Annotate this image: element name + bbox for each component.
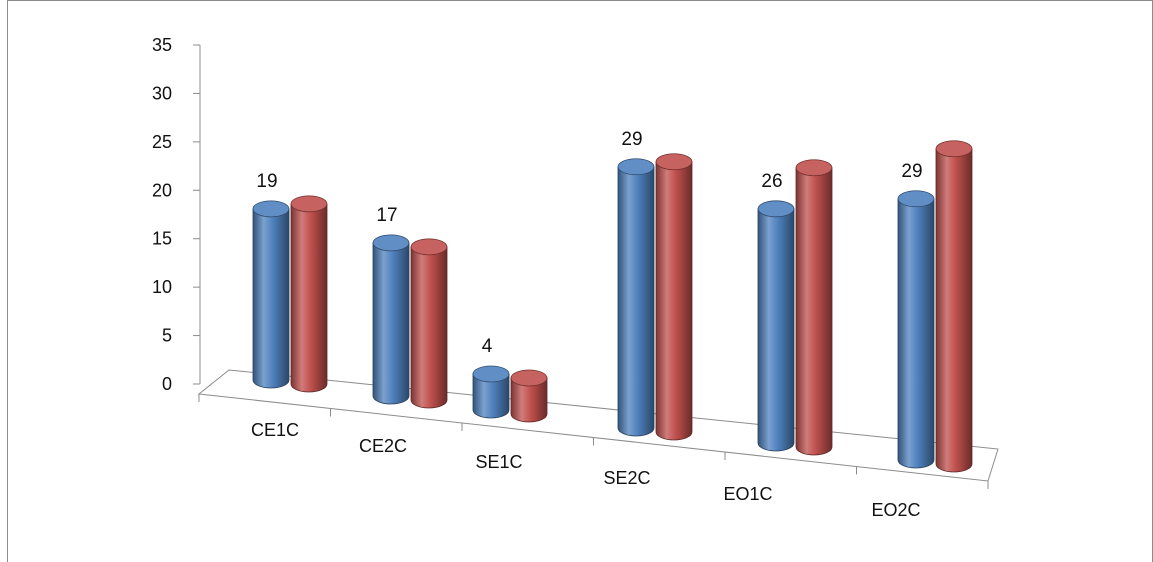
bar-top bbox=[758, 201, 794, 217]
bar-se1c-series-1 bbox=[473, 366, 509, 418]
bar-body bbox=[758, 209, 794, 451]
bar-se1c-series-2 bbox=[511, 370, 547, 422]
data-label: 29 bbox=[901, 161, 922, 182]
bar-body bbox=[291, 204, 327, 392]
bar-body bbox=[618, 167, 654, 436]
y-tick-label: 30 bbox=[152, 83, 172, 103]
bar-top bbox=[291, 196, 327, 212]
x-tick-label: EO1C bbox=[723, 484, 772, 504]
bar-top bbox=[898, 191, 934, 207]
bar-top bbox=[373, 235, 409, 251]
y-tick-label: 35 bbox=[152, 35, 172, 55]
bar-body bbox=[656, 162, 692, 440]
bar-top bbox=[411, 239, 447, 255]
y-tick-label: 20 bbox=[152, 180, 172, 200]
bar-body bbox=[796, 168, 832, 455]
bar-se2c-series-1 bbox=[618, 159, 654, 436]
x-tick-label: CE2C bbox=[359, 436, 407, 456]
y-tick-label: 5 bbox=[162, 326, 172, 346]
bar-top bbox=[936, 141, 972, 157]
bar-ce1c-series-1 bbox=[253, 201, 289, 388]
bar-top bbox=[253, 201, 289, 217]
y-tick-label: 10 bbox=[152, 277, 172, 297]
bar-body bbox=[253, 209, 289, 388]
bar-eo2c-series-2 bbox=[936, 141, 972, 472]
data-label: 26 bbox=[761, 171, 782, 192]
y-tick-label: 0 bbox=[162, 374, 172, 394]
data-label: 19 bbox=[256, 171, 277, 192]
bar-top bbox=[511, 370, 547, 386]
bar-ce2c-series-2 bbox=[411, 239, 447, 408]
bar-body bbox=[373, 243, 409, 404]
bar-body bbox=[936, 149, 972, 472]
bar-top bbox=[796, 160, 832, 176]
bar-se2c-series-2 bbox=[656, 154, 692, 440]
bar-body bbox=[411, 247, 447, 408]
bar-body bbox=[898, 199, 934, 468]
x-tick-label: SE2C bbox=[603, 468, 650, 488]
data-label: 29 bbox=[621, 129, 642, 150]
bar-ce1c-series-2 bbox=[291, 196, 327, 392]
bar-top bbox=[473, 366, 509, 382]
x-tick-label: EO2C bbox=[871, 500, 920, 520]
bar-eo1c-series-1 bbox=[758, 201, 794, 451]
data-label: 4 bbox=[482, 336, 493, 357]
chart-border bbox=[8, 1, 1153, 562]
bar-ce2c-series-1 bbox=[373, 235, 409, 404]
data-label: 17 bbox=[376, 205, 397, 226]
x-tick-label: SE1C bbox=[475, 452, 522, 472]
bar-eo1c-series-2 bbox=[796, 160, 832, 455]
x-tick-label: CE1C bbox=[251, 420, 299, 440]
bar-eo2c-series-1 bbox=[898, 191, 934, 468]
y-tick-label: 25 bbox=[152, 132, 172, 152]
y-tick-label: 15 bbox=[152, 229, 172, 249]
bar-top bbox=[618, 159, 654, 175]
bar-top bbox=[656, 154, 692, 170]
